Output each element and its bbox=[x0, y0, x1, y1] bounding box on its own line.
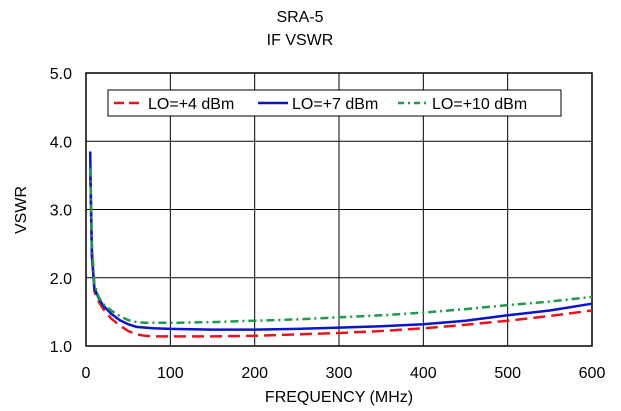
x-axis-ticks: 0 100 200 300 400 500 600 bbox=[82, 365, 606, 382]
grid-lines bbox=[86, 73, 592, 346]
legend-label-2: LO=+7 dBm bbox=[292, 96, 378, 113]
series-layer bbox=[88, 151, 593, 338]
x-tick-label: 500 bbox=[494, 365, 521, 382]
x-tick-label: 600 bbox=[579, 365, 606, 382]
legend-box bbox=[107, 89, 562, 117]
legend: LO=+4 dBm LO=+7 dBm LO=+10 dBm bbox=[107, 89, 562, 117]
series-line-2 bbox=[88, 151, 593, 331]
chart-title: SRA-5 bbox=[276, 9, 323, 26]
x-tick-label: 400 bbox=[410, 365, 437, 382]
series-line-3 bbox=[88, 168, 593, 325]
legend-label-1: LO=+4 dBm bbox=[148, 96, 234, 113]
x-tick-label: 100 bbox=[157, 365, 184, 382]
y-tick-label: 5.0 bbox=[50, 66, 72, 83]
y-axis-ticks: 1.0 2.0 3.0 4.0 5.0 bbox=[50, 66, 72, 356]
y-tick-label: 1.0 bbox=[50, 339, 72, 356]
x-axis-label: FREQUENCY (MHz) bbox=[265, 389, 413, 406]
x-tick-label: 200 bbox=[241, 365, 268, 382]
chart-subtitle: IF VSWR bbox=[267, 32, 334, 49]
series-line-1 bbox=[88, 175, 593, 338]
x-tick-label: 0 bbox=[82, 365, 91, 382]
y-tick-label: 3.0 bbox=[50, 203, 72, 220]
y-axis-label: VSWR bbox=[13, 186, 30, 234]
x-tick-label: 300 bbox=[326, 365, 353, 382]
y-tick-label: 2.0 bbox=[50, 271, 72, 288]
legend-label-3: LO=+10 dBm bbox=[432, 96, 527, 113]
plot-area-border bbox=[85, 72, 593, 347]
y-tick-label: 4.0 bbox=[50, 134, 72, 151]
